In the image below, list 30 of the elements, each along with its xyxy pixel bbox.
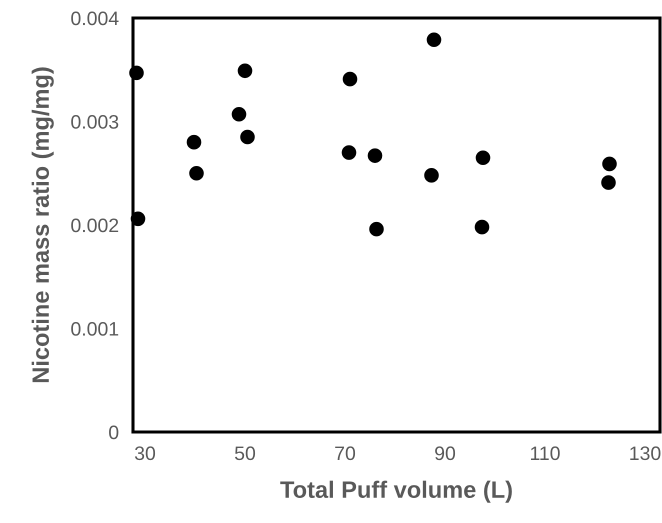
point (602, 156, 617, 172)
y-tick-label: 0 (109, 425, 118, 440)
point (129, 66, 144, 80)
y-tick-label: 0.002 (71, 218, 118, 232)
x-tick-label: 90 (435, 446, 456, 460)
point (342, 72, 358, 86)
point (189, 166, 204, 181)
x-tick-label: 30 (134, 446, 156, 460)
point (426, 32, 442, 48)
point (342, 145, 356, 160)
point (369, 222, 384, 236)
x-tick-label: 110 (530, 446, 560, 460)
point (130, 212, 146, 226)
point (368, 148, 382, 163)
x-tick-label: 130 (630, 446, 660, 460)
x-axis-title: Total Puff volume (L) (280, 480, 512, 503)
y-tick-label: 0.001 (71, 322, 118, 336)
y-tick-label: 0.003 (71, 114, 118, 129)
x-tick-label: 50 (234, 446, 256, 460)
x-tick-label: 70 (335, 446, 356, 460)
point (474, 220, 490, 234)
point (601, 175, 616, 190)
point (476, 150, 490, 166)
point (240, 130, 255, 144)
point (186, 134, 202, 150)
point (232, 106, 246, 122)
point (238, 63, 252, 78)
y-tick-label: 0.004 (71, 11, 119, 26)
point (424, 168, 439, 183)
y-axis-title: Nicotine mass ratio (mg/mg) (32, 67, 54, 382)
